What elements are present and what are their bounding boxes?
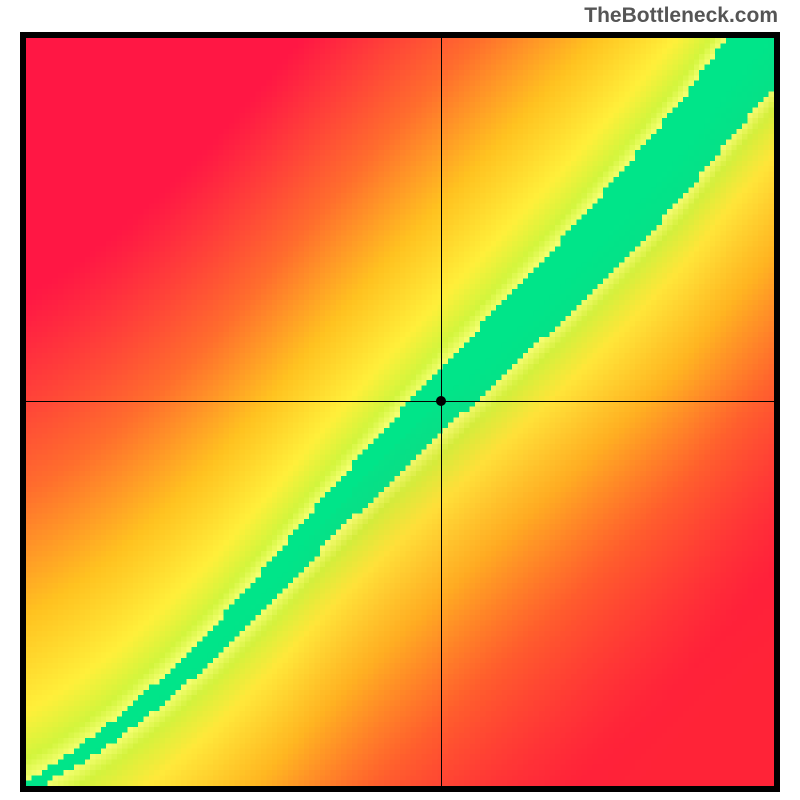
chart-container: TheBottleneck.com [0,0,800,800]
crosshair-vertical [441,38,442,786]
crosshair-horizontal [26,401,774,402]
watermark-text: TheBottleneck.com [584,4,778,28]
crosshair-marker [436,396,446,406]
heatmap-canvas [26,38,774,786]
